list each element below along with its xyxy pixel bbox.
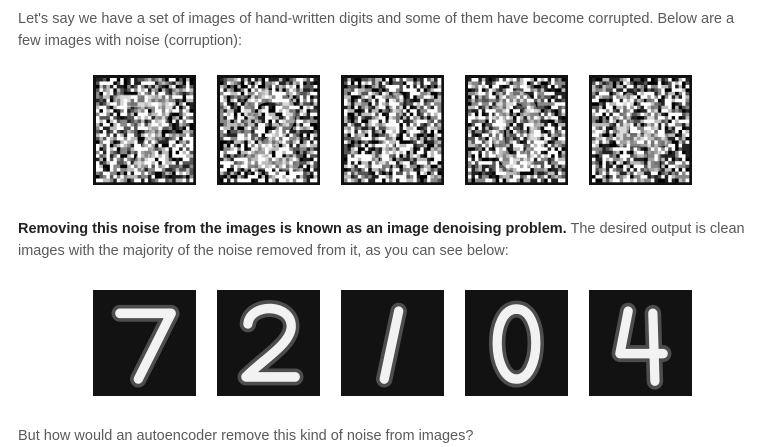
digit-stroke: [241, 303, 300, 382]
clean-digit-image: [341, 290, 444, 396]
clean-image-background: [589, 290, 692, 396]
clean-digit-image: [465, 290, 568, 396]
digit-stroke: [615, 306, 668, 386]
denoise-paragraph: Removing this noise from the images is k…: [18, 218, 753, 262]
noisy-digit-image: [589, 75, 692, 185]
noisy-images-row: [0, 75, 758, 185]
denoise-rest-text: The desired output is clean images with …: [18, 221, 745, 259]
digit-stroke: [492, 304, 541, 384]
noise-pixels: [468, 78, 566, 183]
clean-digit-image: [93, 290, 196, 396]
faint-digit-stroke: [115, 94, 176, 172]
intro-paragraph: Let's say we have a set of images of han…: [18, 11, 735, 49]
faint-digit-stroke: [378, 92, 405, 172]
noisy-digit-image: [93, 75, 196, 185]
question-paragraph: But how would an autoencoder remove this…: [18, 428, 474, 444]
digit-stroke: [115, 308, 176, 384]
noise-pixels: [592, 78, 690, 183]
clean-images-row: [0, 290, 758, 396]
faint-digit-stroke: [241, 89, 300, 170]
noisy-digit-image: [217, 75, 320, 185]
clean-digit-image: [589, 290, 692, 396]
faint-digit-stroke: [615, 92, 668, 174]
noise-pixels: [96, 78, 194, 183]
digit-stroke: [379, 306, 404, 384]
clean-image-background: [93, 290, 196, 396]
noise-pixels: [220, 78, 318, 183]
noise-pixels: [344, 78, 442, 183]
faint-digit-stroke: [492, 90, 541, 172]
denoise-bold-sentence: Removing this noise from the images is k…: [18, 221, 567, 237]
clean-digit-image: [217, 290, 320, 396]
noisy-digit-image: [341, 75, 444, 185]
noisy-digit-image: [465, 75, 568, 185]
